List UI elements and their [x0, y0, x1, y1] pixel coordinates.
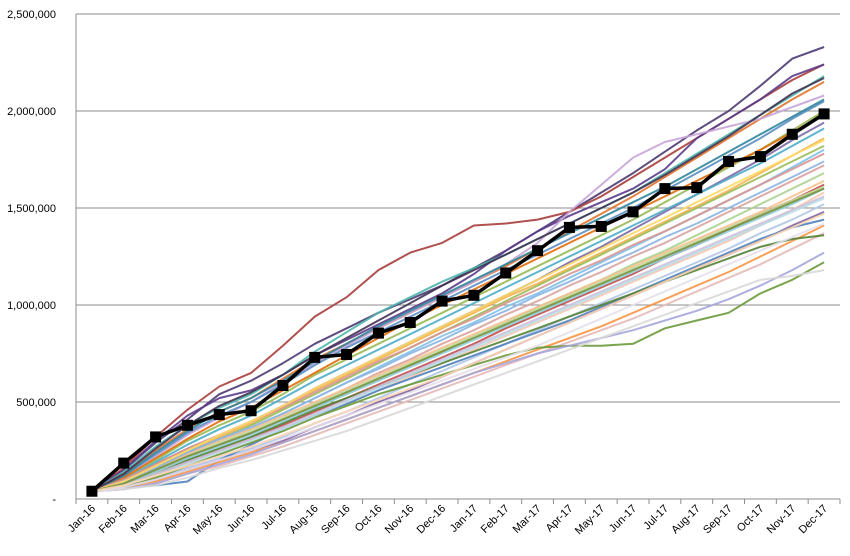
x-tick-label: May-17	[573, 503, 607, 537]
highlight-point-Aug-17	[691, 182, 703, 194]
highlight-point-Jul-16	[277, 380, 289, 392]
highlight-point-Jun-17	[627, 206, 639, 218]
highlight-point-Mar-17	[532, 245, 544, 257]
x-tick-label: Jan-17	[448, 503, 480, 535]
x-tick-label: Nov-16	[383, 503, 417, 537]
series-line-28	[91, 179, 825, 493]
highlight-point-Nov-16	[404, 316, 416, 328]
series-line-40	[91, 212, 825, 493]
x-tick-label: Dec-16	[415, 503, 449, 537]
highlight-point-Sep-17	[723, 155, 735, 167]
y-tick-label: 2,000,000	[7, 106, 56, 118]
x-tick-label: Mar-17	[511, 503, 544, 536]
series-line-36	[91, 139, 825, 493]
series-line-27	[91, 197, 825, 493]
series-line-22	[91, 251, 825, 493]
series-line-23	[91, 269, 825, 493]
x-tick-label: Mar-16	[129, 503, 162, 536]
series-line-38	[91, 187, 825, 493]
highlight-point-Jun-16	[245, 405, 257, 417]
x-tick-label: Aug-17	[669, 503, 703, 537]
x-tick-label: May-16	[191, 503, 225, 537]
highlight-point-Feb-17	[500, 267, 512, 279]
series-line-33	[91, 152, 825, 493]
y-tick-label: 1,500,000	[7, 203, 56, 215]
x-tick-label: Feb-16	[97, 503, 130, 536]
series-line-8	[91, 110, 825, 493]
x-tick-label: Jun-17	[607, 503, 639, 535]
series-line-30	[91, 185, 825, 493]
highlight-point-Apr-16	[181, 419, 193, 431]
highlight-point-Sep-16	[341, 348, 353, 360]
series-line-24	[91, 234, 825, 493]
series-line-3	[91, 63, 825, 493]
series-line-20	[91, 232, 825, 493]
x-tick-label: Jun-16	[225, 503, 257, 535]
highlight-point-Apr-17	[563, 221, 575, 233]
highlight-point-Dec-16	[436, 295, 448, 307]
highlight-point-Oct-17	[754, 151, 766, 163]
x-tick-label: Dec-17	[797, 503, 831, 537]
series-line-16	[91, 203, 825, 493]
series-line-10	[91, 137, 825, 493]
x-tick-label: Jul-16	[259, 503, 289, 533]
highlight-point-Jan-17	[468, 289, 480, 301]
y-tick-label: 500,000	[16, 397, 56, 409]
highlight-point-Jan-16	[86, 485, 98, 497]
series-line-6	[91, 94, 825, 493]
highlight-point-May-16	[213, 409, 225, 421]
series-line-34	[91, 160, 825, 493]
highlight-point-Aug-16	[309, 351, 321, 363]
series-line-9	[91, 121, 825, 493]
series-line-29	[91, 195, 825, 493]
x-tick-label: Jul-17	[641, 503, 671, 533]
x-tick-label: Oct-16	[353, 503, 385, 535]
highlight-point-Oct-16	[372, 327, 384, 339]
y-tick-label: 1,000,000	[7, 300, 56, 312]
highlight-point-Dec-17	[818, 108, 830, 120]
highlight-point-May-17	[595, 220, 607, 232]
background-series-group	[91, 46, 825, 493]
x-tick-label: Nov-17	[765, 503, 799, 537]
x-tick-label: Oct-17	[735, 503, 767, 535]
series-line-35	[91, 187, 825, 493]
highlight-point-Mar-16	[150, 431, 162, 443]
series-line-32	[91, 98, 825, 493]
x-tick-label: Sep-17	[701, 503, 735, 537]
x-tick-label: Jan-16	[66, 503, 98, 535]
x-tick-label: Feb-17	[479, 503, 512, 536]
series-line-26	[91, 127, 825, 493]
highlight-series-group	[86, 108, 830, 497]
highlight-point-Jul-17	[659, 183, 671, 195]
series-line-37	[91, 222, 825, 493]
x-tick-label: Aug-16	[287, 503, 321, 537]
x-tick-label: Sep-16	[319, 503, 353, 537]
y-tick-label: -	[52, 494, 56, 506]
highlight-point-Nov-17	[786, 128, 798, 140]
x-tick-label: Apr-17	[544, 503, 576, 535]
x-tick-label: Apr-16	[162, 503, 194, 535]
y-tick-label: 2,500,000	[7, 9, 56, 21]
highlight-point-Feb-16	[118, 457, 130, 469]
